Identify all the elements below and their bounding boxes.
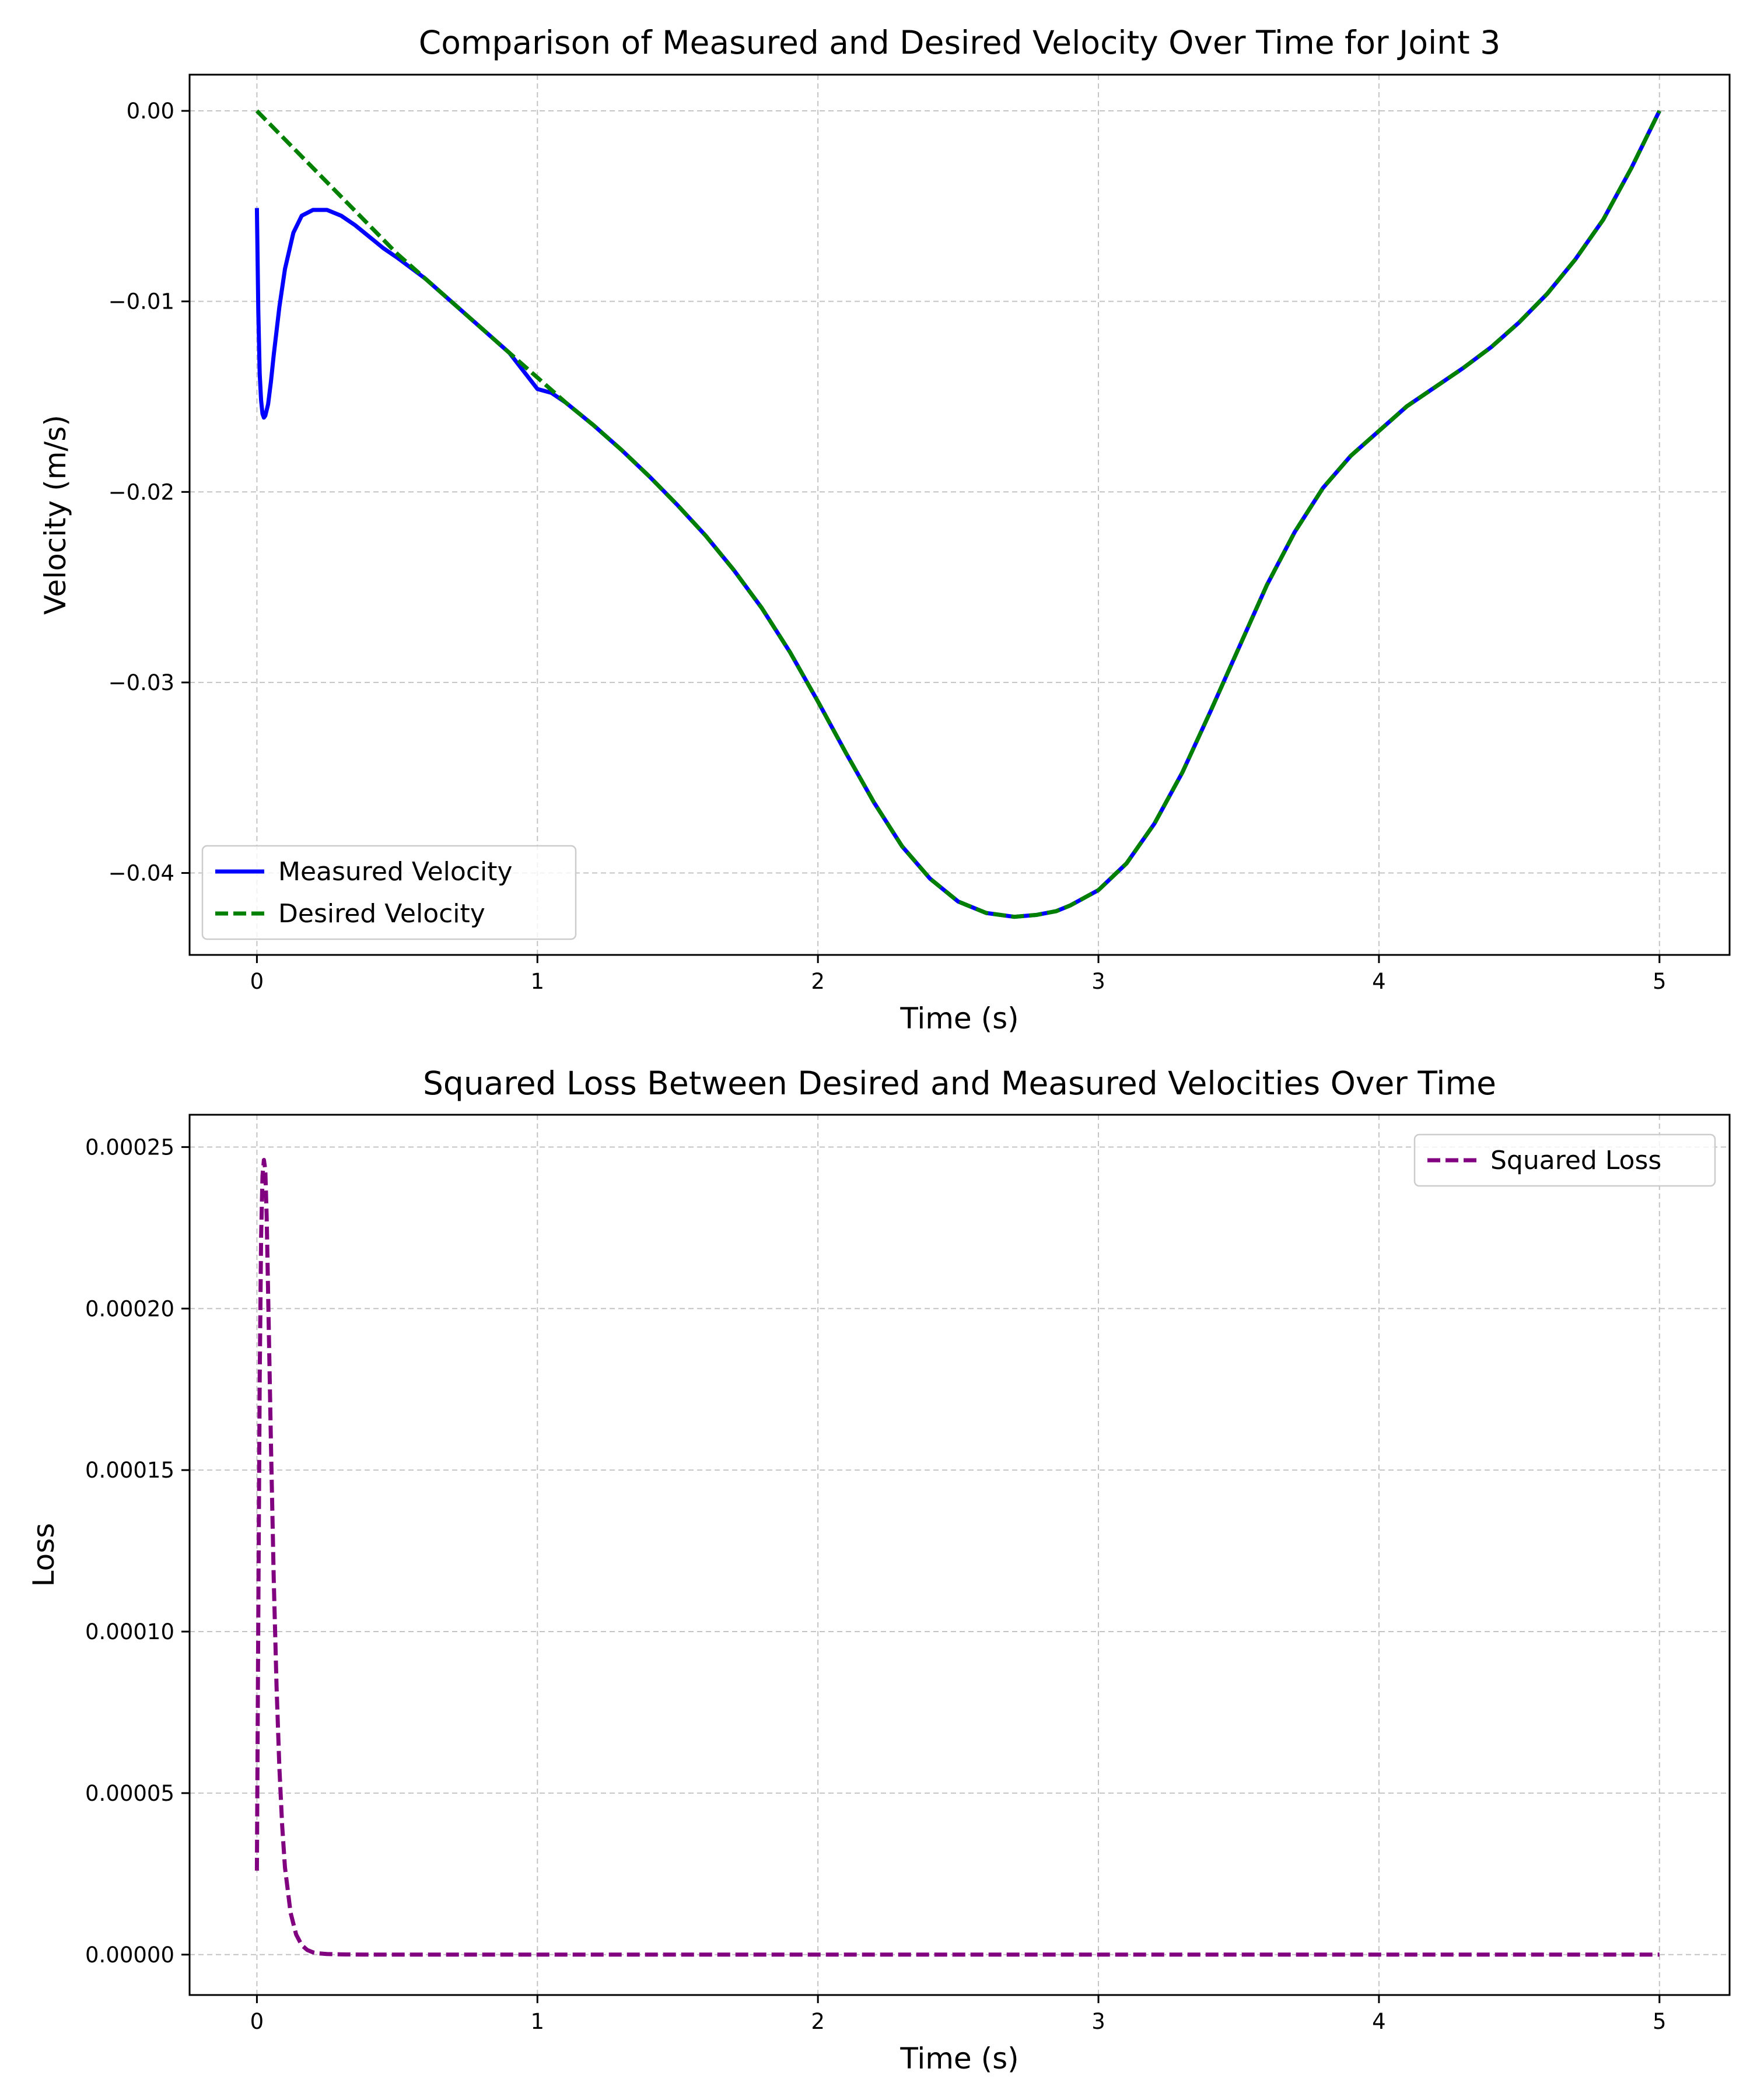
- velocity-y-axis-label: Velocity (m/s): [38, 415, 72, 615]
- loss-x-axis-label: Time (s): [900, 2042, 1019, 2076]
- velocity-y-tick-label: 0.00: [127, 99, 174, 124]
- loss-x-tick-label: 5: [1653, 2009, 1667, 2034]
- velocity-plot-frame: [188, 74, 1731, 956]
- velocity-chart: 0 1 2 3 4 5 0.00 −0.01 −0.02 −0.03 −0.04 Compariso…: [38, 24, 1731, 1035]
- velocity-series: [254, 109, 1661, 919]
- loss-x-tick-label: 4: [1372, 2009, 1386, 2034]
- legend-label-squared-loss: Squared Loss: [1490, 1146, 1661, 1175]
- loss-legend: Squared Loss: [1413, 1133, 1716, 1187]
- series-line-squared-loss: [254, 1158, 1660, 1957]
- loss-series: [254, 1158, 1660, 1957]
- loss-y-tick-label: 0.00015: [85, 1458, 174, 1483]
- velocity-x-tick-label: 4: [1372, 969, 1386, 994]
- velocity-y-tick-label: −0.01: [108, 289, 174, 314]
- loss-plot-frame: [188, 1114, 1731, 1996]
- loss-y-tick-label: 0.00020: [85, 1296, 174, 1321]
- velocity-x-tick-label: 0: [250, 969, 264, 994]
- loss-x-tick-label: 2: [811, 2009, 825, 2034]
- velocity-y-tick-label: −0.04: [108, 861, 174, 886]
- velocity-x-tick-label: 2: [811, 969, 825, 994]
- velocity-legend: Measured Velocity Desired Velocity: [201, 845, 577, 940]
- velocity-ticks: 0 1 2 3 4 5 0.00 −0.01 −0.02 −0.03 −0.04: [108, 99, 1667, 994]
- legend-label-desired-velocity: Desired Velocity: [278, 899, 485, 929]
- loss-y-tick-label: 0.00005: [85, 1781, 174, 1806]
- series-line-desired-velocity: [255, 109, 1661, 919]
- velocity-grid: [190, 75, 1730, 955]
- loss-y-tick-label: 0.00000: [85, 1943, 174, 1968]
- velocity-y-tick-label: −0.03: [108, 670, 174, 695]
- velocity-x-tick-label: 1: [531, 969, 545, 994]
- velocity-x-axis-label: Time (s): [900, 1002, 1019, 1035]
- loss-chart-title: Squared Loss Between Desired and Measure…: [423, 1065, 1496, 1102]
- legend-label-measured-velocity: Measured Velocity: [278, 857, 513, 887]
- loss-x-tick-label: 0: [250, 2009, 264, 2034]
- loss-y-tick-label: 0.00025: [85, 1135, 174, 1160]
- velocity-y-tick-label: −0.02: [108, 480, 174, 505]
- loss-y-tick-label: 0.00010: [85, 1619, 174, 1644]
- velocity-chart-title: Comparison of Measured and Desired Veloc…: [419, 24, 1500, 61]
- loss-ticks: 0 1 2 3 4 5 0.00000 0.00005 0.00010 0.00015 0.0002…: [85, 1135, 1667, 2034]
- velocity-x-tick-label: 5: [1653, 969, 1667, 994]
- loss-y-axis-label: Loss: [27, 1523, 61, 1587]
- series-line-measured-velocity: [254, 110, 1661, 919]
- velocity-x-tick-label: 3: [1091, 969, 1105, 994]
- loss-x-tick-label: 1: [531, 2009, 545, 2034]
- loss-x-tick-label: 3: [1091, 2009, 1105, 2034]
- loss-chart: 0 1 2 3 4 5 0.00000 0.00005 0.00010 0.00015 0.0002…: [27, 1065, 1731, 2076]
- loss-legend-box: [1413, 1133, 1716, 1187]
- velocity-legend-box: [201, 845, 577, 940]
